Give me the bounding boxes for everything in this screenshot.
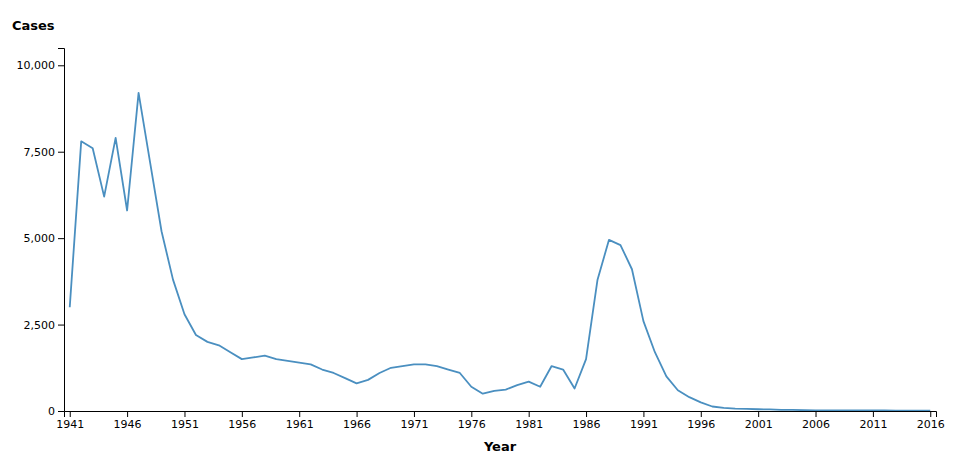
y-tick: 7,500 — [24, 146, 65, 159]
x-tick: 2016 — [917, 411, 945, 431]
x-axis: 1941 1946 1951 1956 1961 1966 1971 1976 1981 1986… — [56, 411, 945, 431]
y-tick: 10,000 — [17, 59, 65, 72]
x-tick: 1976 — [458, 411, 486, 431]
y-tick: 5,000 — [24, 232, 65, 245]
x-tick-mark — [758, 411, 759, 417]
x-tick-mark — [299, 411, 300, 417]
x-tick: 1971 — [400, 411, 428, 431]
plot: 1941 1946 1951 1956 1961 1966 1971 1976 1981 1986… — [17, 49, 945, 431]
x-tick-label: 1986 — [573, 418, 601, 431]
y-tick-label: 2,500 — [24, 319, 56, 332]
x-tick: 1951 — [171, 411, 199, 431]
x-tick-label: 1971 — [400, 418, 428, 431]
x-tick-mark — [471, 411, 472, 417]
x-tick-mark — [643, 411, 644, 417]
x-tick: 1986 — [573, 411, 601, 431]
x-tick: 1991 — [630, 411, 658, 431]
x-tick-mark — [184, 411, 185, 417]
x-axis-title: Year — [483, 439, 517, 454]
x-tick-label: 2006 — [802, 418, 830, 431]
x-tick: 1981 — [515, 411, 543, 431]
line — [70, 93, 931, 411]
x-tick: 1956 — [228, 411, 256, 431]
y-axis: 0 2,500 5,000 7,500 10,000 — [17, 49, 65, 419]
x-tick-label: 1976 — [458, 418, 486, 431]
y-axis-title: Cases — [12, 18, 55, 33]
x-tick-label: 1956 — [228, 418, 256, 431]
x-tick-label: 2011 — [859, 418, 887, 431]
x-tick-mark — [414, 411, 415, 417]
x-tick-label: 1941 — [56, 418, 84, 431]
x-tick: 1941 — [56, 411, 84, 431]
x-tick-mark — [127, 411, 128, 417]
x-tick-label: 1951 — [171, 418, 199, 431]
y-tick-label: 10,000 — [17, 59, 56, 72]
x-tick: 1961 — [286, 411, 314, 431]
x-tick-mark — [70, 411, 71, 417]
y-axis-line — [58, 49, 65, 412]
x-tick: 1966 — [343, 411, 371, 431]
x-tick: 1946 — [114, 411, 142, 431]
y-tick-label: 7,500 — [24, 146, 56, 159]
x-tick: 2011 — [859, 411, 887, 431]
x-tick-mark — [529, 411, 530, 417]
x-axis-line — [65, 412, 937, 418]
x-tick-label: 1961 — [286, 418, 314, 431]
x-tick-mark — [242, 411, 243, 417]
x-tick-mark — [357, 411, 358, 417]
x-tick-label: 1981 — [515, 418, 543, 431]
y-tick-label: 5,000 — [24, 232, 56, 245]
x-tick-mark — [873, 411, 874, 417]
x-tick-label: 1946 — [114, 418, 142, 431]
y-tick-mark — [58, 65, 64, 66]
x-tick-mark — [586, 411, 587, 417]
x-tick-label: 1996 — [687, 418, 715, 431]
chart: 1941 1946 1951 1956 1961 1966 1971 1976 1981 1986… — [0, 0, 960, 463]
y-tick: 2,500 — [24, 319, 65, 332]
y-tick-mark — [58, 411, 64, 412]
x-tick: 2006 — [802, 411, 830, 431]
y-tick: 0 — [48, 405, 64, 418]
y-tick-mark — [58, 238, 64, 239]
x-tick-label: 1966 — [343, 418, 371, 431]
x-tick: 2001 — [745, 411, 773, 431]
y-tick-mark — [58, 152, 64, 153]
x-tick-label: 2001 — [745, 418, 773, 431]
y-tick-label: 0 — [48, 405, 55, 418]
y-tick-mark — [58, 325, 64, 326]
x-tick: 1996 — [687, 411, 715, 431]
x-tick-mark — [816, 411, 817, 417]
marks — [70, 93, 931, 411]
x-tick-mark — [930, 411, 931, 417]
x-tick-label: 1991 — [630, 418, 658, 431]
x-tick-mark — [701, 411, 702, 417]
x-tick-label: 2016 — [917, 418, 945, 431]
